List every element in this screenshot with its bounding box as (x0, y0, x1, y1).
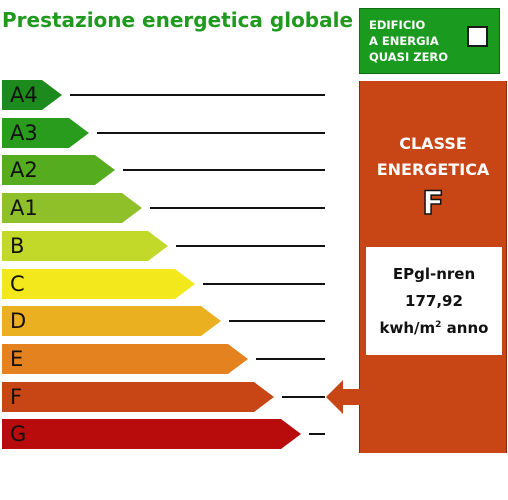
class-bar-label: E (10, 347, 24, 371)
unit-exponent: 2 (435, 320, 442, 330)
class-bar-a4: A4 (2, 80, 62, 110)
class-bar-a2: A2 (2, 155, 115, 185)
class-leader-line (97, 132, 325, 134)
class-bar-label: A4 (10, 83, 38, 107)
energy-index-unit: kwh/m2 anno (366, 315, 502, 342)
panel-heading-line1: CLASSE (399, 134, 467, 153)
class-bar-label: G (10, 422, 27, 446)
class-bar-label: D (10, 309, 27, 333)
class-bar-e: E (2, 344, 248, 374)
class-bar-c: C (2, 269, 195, 299)
class-bar-a1: A1 (2, 193, 142, 223)
class-leader-line (229, 320, 325, 322)
energy-index-box: EPgl-nren 177,92 kwh/m2 anno (366, 247, 502, 355)
class-bar-g: G (2, 419, 301, 449)
panel-heading-line2: ENERGETICA (376, 160, 490, 179)
class-bar-label: A2 (10, 158, 38, 182)
class-bar-a3: A3 (2, 118, 89, 148)
class-leader-line (309, 433, 325, 435)
class-bar-b: B (2, 231, 168, 261)
class-bar-d: D (2, 306, 221, 336)
panel-heading: CLASSE ENERGETICA (360, 131, 506, 183)
class-leader-line (150, 207, 325, 209)
class-bar-label: A1 (10, 196, 38, 220)
energy-index-value: 177,92 (405, 292, 463, 310)
class-leader-line (203, 283, 325, 285)
class-leader-line (176, 245, 325, 247)
selected-class-pointer-icon (326, 380, 360, 414)
class-bar-label: A3 (10, 121, 38, 145)
unit-prefix: kwh/m (379, 319, 436, 337)
class-leader-line (123, 169, 325, 171)
energy-class-panel: CLASSE ENERGETICA F EPgl-nren 177,92 kwh… (359, 81, 507, 453)
class-leader-line (256, 358, 325, 360)
class-bar-label: B (10, 234, 25, 258)
class-bar-label: C (10, 272, 25, 296)
nzeb-badge: EDIFICIO A ENERGIA QUASI ZERO (359, 8, 500, 74)
class-leader-line (70, 94, 325, 96)
page-title: Prestazione energetica globale (2, 8, 354, 32)
nzeb-checkbox (467, 26, 488, 47)
energy-index-label: EPgl-nren (392, 265, 476, 283)
class-bar-label: F (10, 385, 23, 409)
unit-suffix: anno (441, 319, 489, 337)
energy-class-scale: A4 A3 A2 A1 B C D E F G (2, 80, 325, 449)
nzeb-label: EDIFICIO A ENERGIA QUASI ZERO (369, 18, 449, 64)
class-bar-f: F (2, 382, 274, 412)
energy-class-letter: F (421, 184, 444, 222)
class-leader-line (282, 396, 325, 398)
